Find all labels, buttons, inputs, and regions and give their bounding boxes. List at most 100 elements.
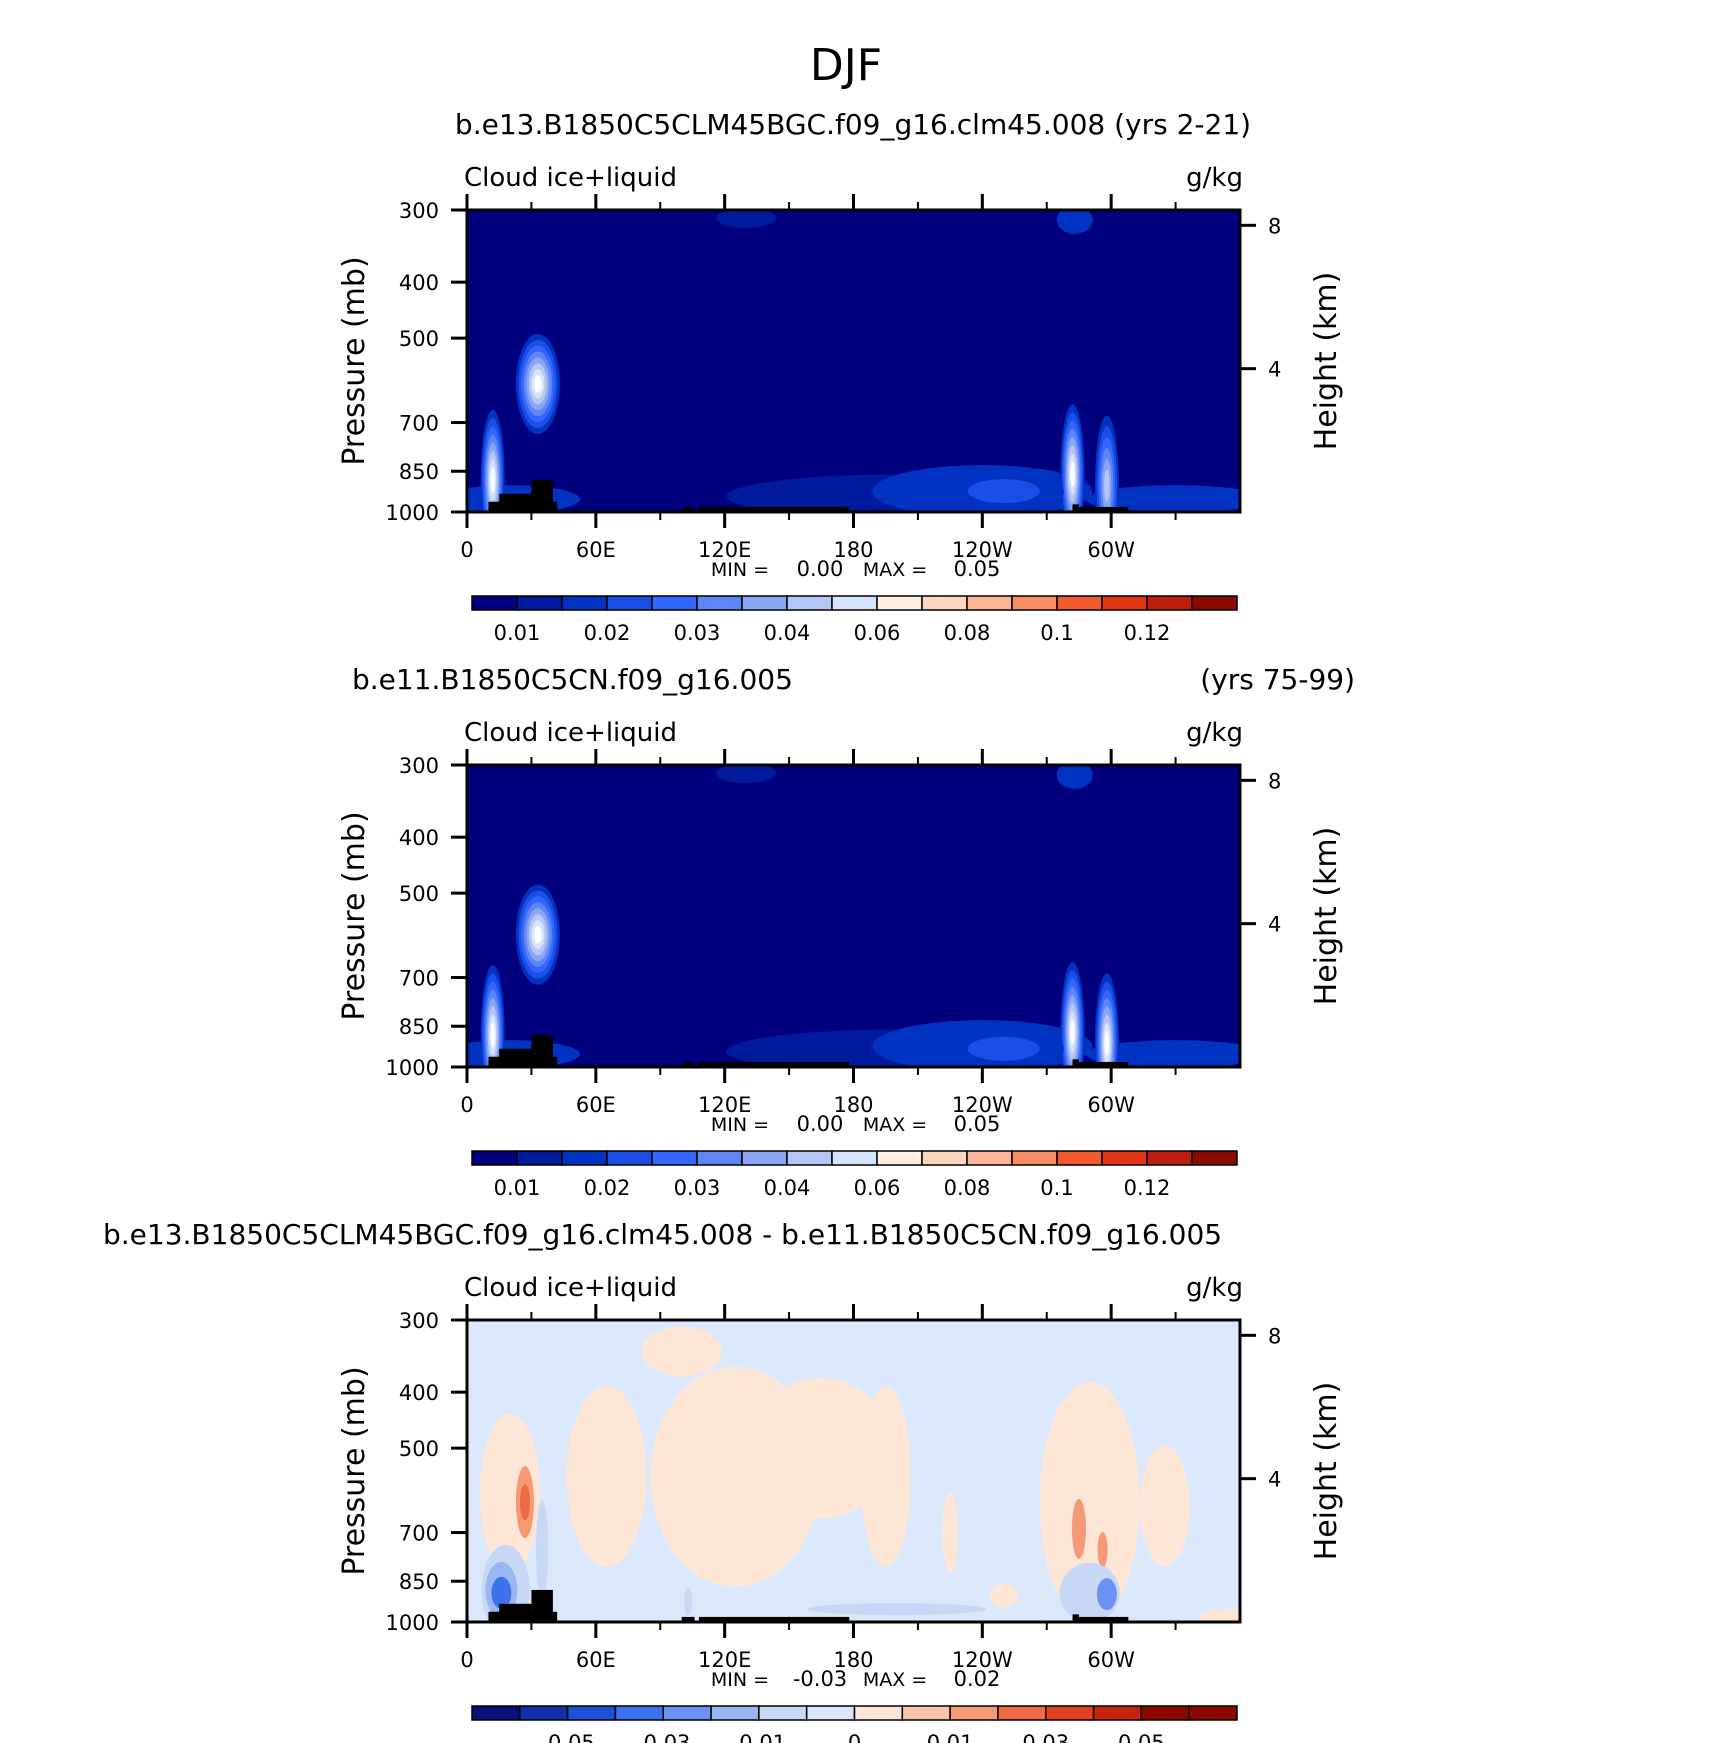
x-tick-label: 180 (833, 1648, 873, 1672)
positive-anomaly (1039, 1382, 1140, 1622)
topography (698, 1061, 850, 1067)
x-tick-label: 180 (833, 1093, 873, 1117)
y2-axis-label: Height (km) (1309, 1382, 1344, 1561)
y-tick-label: 1000 (386, 501, 439, 525)
chart-panel-2: b.e11.B1850C5CN.f09_g16.005 (yrs 75-99) Cl… (337, 663, 1355, 1200)
y2-tick-label: 8 (1268, 769, 1281, 793)
y-tick-label: 1000 (386, 1611, 439, 1635)
cloud-band (1085, 485, 1240, 512)
x-tick-label: 60W (1087, 538, 1135, 562)
colorbar-box (805, 1705, 856, 1721)
colorbar-box (921, 1150, 968, 1166)
colorbar-label: 0.06 (854, 621, 901, 645)
y-tick-label: 500 (399, 882, 439, 906)
y-tick-label: 700 (399, 967, 439, 991)
cloud-maximum (533, 375, 542, 393)
colorbar: 0.01 0.02 0.03 0.04 0.06 0.08 0.1 0.12 (471, 595, 1238, 645)
y-tick-label: 700 (399, 1522, 439, 1546)
colorbar-label: 0.01 (494, 1176, 541, 1200)
colorbar-label: -0.03 (636, 1731, 690, 1743)
x-tick-label: 60E (576, 1093, 616, 1117)
y2-tick-label: 8 (1268, 1324, 1281, 1348)
y2-tick-label: 4 (1268, 913, 1281, 937)
colorbar-box (471, 1705, 521, 1721)
colorbar-box (471, 1150, 518, 1166)
cloud-band (1056, 210, 1093, 234)
y2-tick-label: 4 (1268, 358, 1281, 382)
topography (531, 479, 553, 512)
colorbar-label: 0.01 (927, 1731, 974, 1743)
y2-axis-label: Height (km) (1309, 272, 1344, 451)
negative-anomaly (491, 1576, 512, 1609)
colorbar-box (1045, 1705, 1095, 1721)
x-tick-label: 120E (698, 538, 751, 562)
colorbar-label: -0.01 (732, 1731, 786, 1743)
y2-tick-label: 8 (1268, 214, 1281, 238)
positive-anomaly (1139, 1446, 1190, 1567)
colorbar-box (519, 1705, 569, 1721)
colorbar-box (1092, 1705, 1143, 1721)
colorbar-box (831, 595, 878, 611)
topography (531, 1034, 553, 1067)
colorbar-box (758, 1705, 808, 1721)
chart-panel-1: b.e13.B1850C5CLM45BGC.f09_g16.clm45.008 … (337, 108, 1344, 645)
colorbar-box (1011, 1150, 1058, 1166)
cloud-maximum (1070, 1019, 1075, 1045)
topography (499, 1048, 532, 1067)
topography (1074, 506, 1129, 512)
field-background (467, 210, 1240, 512)
y-tick-label: 300 (399, 1309, 439, 1333)
colorbar: -0.05 -0.03 -0.01 0 0.01 0.03 0.05 (471, 1705, 1238, 1743)
negative-anomaly (1096, 1578, 1117, 1611)
positive-anomaly (519, 1484, 530, 1521)
y-axis-label: Pressure (mb) (337, 1366, 372, 1575)
positive-anomaly (566, 1386, 647, 1567)
colorbar-box (949, 1705, 999, 1721)
y-tick-label: 500 (399, 1437, 439, 1461)
field-background (467, 765, 1240, 1067)
y2-tick-label: 4 (1268, 1468, 1281, 1492)
colorbar-box (741, 1150, 788, 1166)
y-tick-label: 400 (399, 271, 439, 295)
colorbar-label: 0 (848, 1731, 861, 1743)
colorbar-box (614, 1705, 664, 1721)
x-tick-label: 60E (576, 1648, 616, 1672)
max-label: MAX = (863, 1669, 927, 1691)
colorbar-box (651, 595, 698, 611)
colorbar-box (786, 595, 833, 611)
cloud-maximum (533, 925, 542, 944)
min-value: 0.00 (797, 557, 844, 581)
x-tick-label: 0 (460, 1093, 473, 1117)
positive-anomaly (641, 1326, 722, 1377)
topography (499, 1603, 532, 1622)
colorbar-box (710, 1705, 760, 1721)
positive-anomaly (751, 1378, 892, 1519)
x-tick-label: 0 (460, 1648, 473, 1672)
min-label: MIN = (711, 1114, 769, 1136)
colorbar-label: 0.03 (1022, 1731, 1069, 1743)
colorbar-box (876, 1150, 923, 1166)
colorbar-box (831, 1150, 878, 1166)
colorbar-label: 0.12 (1124, 1176, 1171, 1200)
colorbar-box (696, 1150, 743, 1166)
units-label: g/kg (1186, 718, 1243, 748)
colorbar-box (606, 595, 653, 611)
topography (1074, 1061, 1129, 1067)
colorbar-label: 0.03 (674, 1176, 721, 1200)
chart-panel-3: b.e13.B1850C5CLM45BGC.f09_g16.clm45.008 … (103, 1218, 1344, 1743)
colorbar-box (1146, 1150, 1193, 1166)
y-axis-label: Pressure (mb) (337, 256, 372, 465)
positive-anomaly (989, 1583, 1018, 1608)
colorbar-box (696, 595, 743, 611)
colorbar-label: 0.01 (494, 621, 541, 645)
cloud-maximum (490, 1022, 495, 1048)
colorbar-box (1101, 595, 1148, 611)
colorbar-box (1101, 1150, 1148, 1166)
y-tick-label: 300 (399, 754, 439, 778)
min-value: -0.03 (793, 1667, 847, 1691)
panel-title: b.e13.B1850C5CLM45BGC.f09_g16.clm45.008 … (103, 1218, 1222, 1251)
colorbar-box (471, 595, 518, 611)
colorbar-box (1056, 595, 1103, 611)
units-label: g/kg (1186, 1273, 1243, 1303)
